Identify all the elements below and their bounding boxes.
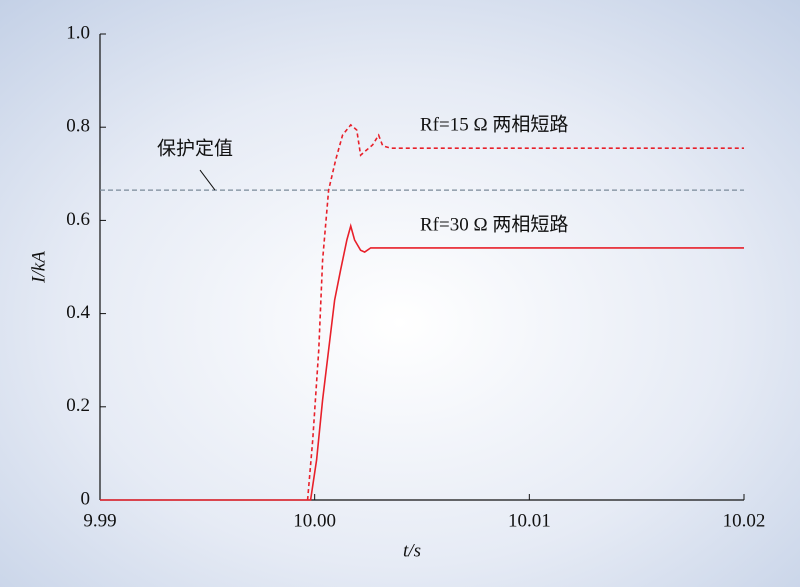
x-tick-label: 10.01 [508, 510, 551, 531]
x-tick-label: 10.00 [293, 510, 336, 531]
series-label: Rf=15 Ω 两相短路 [420, 114, 568, 136]
y-tick-label: 0 [81, 488, 91, 509]
y-tick-label: 0.4 [66, 302, 90, 323]
x-tick-label: 9.99 [83, 510, 116, 531]
y-tick-label: 0.8 [66, 116, 90, 137]
threshold-label: 保护定值 [157, 137, 233, 159]
y-tick-label: 0.6 [66, 209, 90, 230]
y-axis-label: I/kA [28, 251, 49, 284]
y-tick-label: 0.2 [66, 395, 90, 416]
x-tick-label: 10.02 [723, 510, 766, 531]
series-line [100, 222, 744, 501]
series-label: Rf=30 Ω 两相短路 [420, 213, 568, 235]
x-axis-label: t/s [403, 540, 421, 561]
threshold-leader [199, 169, 216, 191]
y-tick-label: 1.0 [66, 22, 90, 43]
